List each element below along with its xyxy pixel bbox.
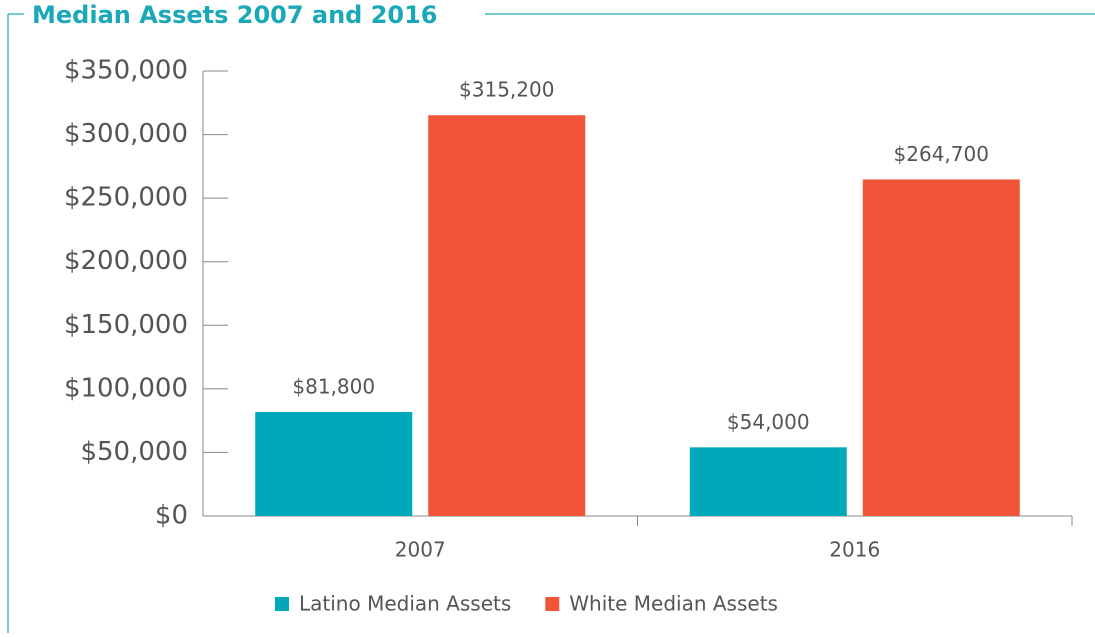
x-tick-label: 2016 (829, 538, 880, 562)
y-tick-label: $350,000 (64, 56, 188, 86)
legend-label: Latino Median Assets (299, 592, 511, 616)
y-tick-label: $150,000 (64, 310, 188, 340)
bar (689, 447, 847, 516)
value-label: $81,800 (292, 374, 375, 398)
y-tick-label: $200,000 (64, 246, 188, 276)
legend-label: White Median Assets (569, 592, 778, 616)
y-tick-label: $250,000 (64, 183, 188, 213)
bar (255, 411, 413, 516)
value-label: $264,700 (894, 142, 989, 166)
legend-swatch (545, 597, 560, 611)
value-label: $315,200 (459, 78, 554, 102)
bar (428, 115, 586, 516)
chart-title: Median Assets 2007 and 2016 (32, 1, 438, 29)
y-tick-label: $100,000 (64, 373, 188, 403)
legend-swatch (275, 597, 289, 611)
bar (862, 179, 1020, 516)
y-tick-label: $300,000 (64, 119, 188, 149)
value-label: $54,000 (727, 410, 810, 434)
y-tick-label: $0 (155, 501, 188, 531)
x-tick-label: 2007 (395, 538, 446, 562)
y-tick-label: $50,000 (80, 437, 188, 467)
